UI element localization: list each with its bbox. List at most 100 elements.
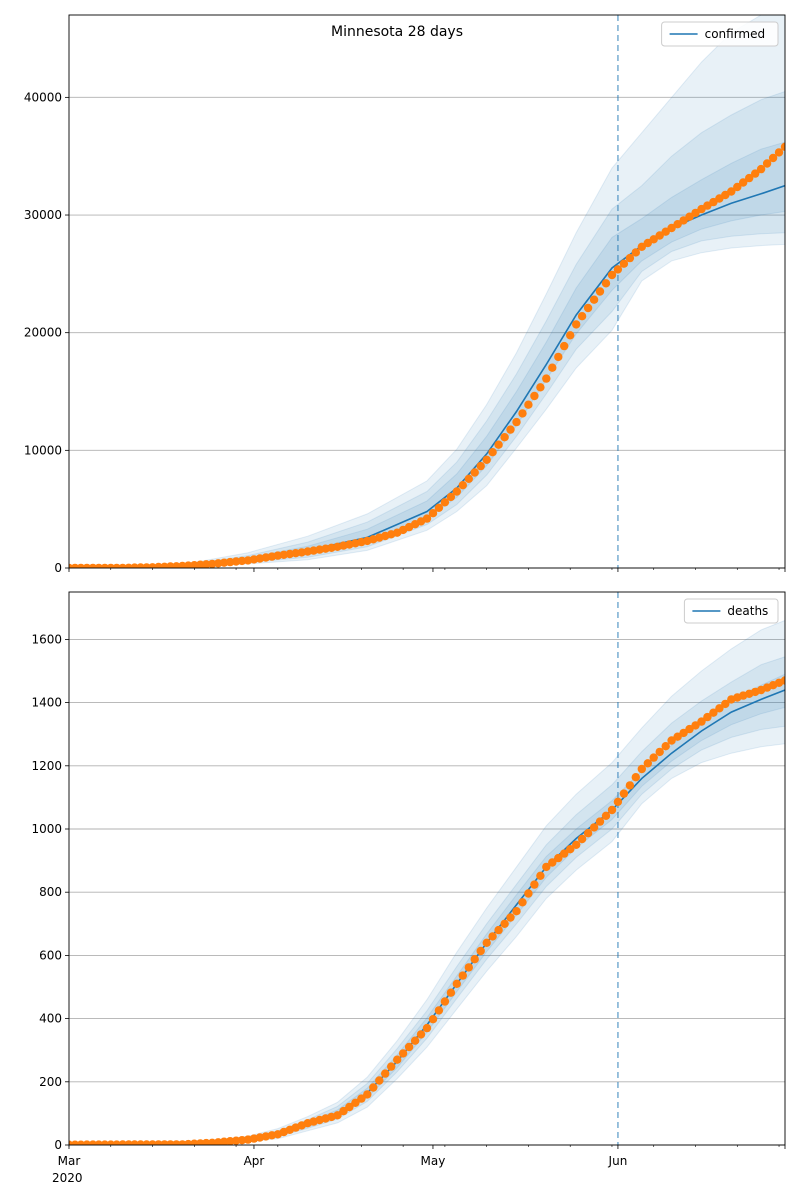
observed-point <box>601 811 611 820</box>
observed-point <box>506 425 515 434</box>
observed-point <box>464 963 473 972</box>
observed-point <box>524 889 533 898</box>
observed-point <box>542 374 551 383</box>
observed-point <box>572 840 581 849</box>
observed-point <box>542 862 551 872</box>
observed-point <box>512 907 521 916</box>
observed-point <box>464 474 473 483</box>
observed-point <box>727 187 736 196</box>
observed-point <box>673 732 682 741</box>
observed-point <box>661 742 670 751</box>
observed-point <box>536 383 545 392</box>
observed-point <box>685 212 694 221</box>
observed-point <box>613 265 623 274</box>
observed-point <box>422 1023 432 1033</box>
observed-point <box>691 208 700 218</box>
x-tick-label: Apr <box>244 1154 265 1168</box>
observed-point <box>685 724 694 734</box>
observed-point <box>333 1111 342 1120</box>
observed-point <box>482 938 491 947</box>
y-tick-label: 400 <box>39 1012 62 1026</box>
observed-point <box>643 759 652 768</box>
observed-point <box>655 747 664 757</box>
observed-point <box>506 913 515 922</box>
y-tick-label: 200 <box>39 1075 62 1089</box>
observed-point <box>560 849 569 858</box>
legend-label: deaths <box>727 604 768 618</box>
observed-point <box>500 433 509 442</box>
confidence-band-1 <box>69 15 785 568</box>
observed-point <box>225 1137 235 1145</box>
observed-point <box>739 178 748 187</box>
observed-point <box>577 834 587 844</box>
observed-point <box>363 1090 372 1099</box>
axes-frame <box>68 591 786 1146</box>
observed-point <box>583 303 593 313</box>
observed-point <box>488 448 497 457</box>
observed-point <box>595 287 605 296</box>
observed-point <box>721 699 730 709</box>
observed-point <box>410 1036 420 1045</box>
observed-point <box>530 880 539 889</box>
observed-point <box>536 871 545 880</box>
observed-point <box>601 279 611 288</box>
observed-point <box>780 142 785 151</box>
observed-point <box>715 704 724 713</box>
x-tick-label: Jun <box>608 1154 628 1168</box>
observed-point <box>774 148 784 157</box>
confidence-band-1 <box>69 619 785 1145</box>
observed-point <box>667 736 676 745</box>
plot-area <box>69 592 785 1145</box>
observed-point <box>589 295 599 304</box>
observed-point <box>697 717 706 726</box>
observed-point <box>500 919 509 928</box>
observed-point <box>351 1098 360 1108</box>
confirmed-panel: 0 10000 20000 30000 40000 confirmed <box>24 14 786 575</box>
observed-point <box>375 1076 384 1085</box>
observed-point <box>369 1083 378 1092</box>
observed-point <box>416 1030 426 1039</box>
observed-point <box>768 153 778 163</box>
observed-point <box>393 1055 402 1064</box>
observed-point <box>476 946 485 956</box>
observed-point <box>625 781 635 790</box>
observed-point <box>780 676 785 685</box>
x-tick-label: Mar <box>58 1154 81 1168</box>
y-tick-label: 800 <box>39 885 62 899</box>
observed-point <box>673 220 682 229</box>
observed-point <box>345 1102 354 1112</box>
observed-point <box>619 259 629 268</box>
observed-point <box>530 391 539 401</box>
y-tick-label: 0 <box>54 561 62 575</box>
observed-point <box>524 400 533 409</box>
observed-point <box>494 440 503 449</box>
x-axis-year-label: 2020 <box>52 1171 83 1185</box>
observed-point <box>583 829 593 838</box>
observed-point <box>470 955 479 964</box>
observed-point <box>446 492 456 502</box>
observed-point <box>762 159 772 168</box>
observed-point <box>607 805 617 815</box>
observed-point <box>357 1094 366 1103</box>
y-tick-label: 10000 <box>24 443 62 457</box>
observed-point <box>339 1106 348 1116</box>
observed-point <box>452 979 461 988</box>
observed-point <box>398 1049 408 1058</box>
observed-point <box>446 988 456 997</box>
y-tick-label: 20000 <box>24 326 62 340</box>
observed-point <box>422 514 432 523</box>
plot-area <box>69 15 785 568</box>
observed-point <box>595 817 605 826</box>
observed-point <box>440 498 450 507</box>
observed-point <box>577 312 587 321</box>
observed-point <box>488 932 497 941</box>
observed-point <box>458 481 467 490</box>
observed-point <box>237 556 247 566</box>
observed-point <box>745 173 754 183</box>
observed-point <box>476 461 485 471</box>
observed-point <box>667 223 676 233</box>
y-tick-label: 1600 <box>31 632 62 646</box>
observed-point <box>196 560 205 568</box>
observed-point <box>637 242 646 251</box>
